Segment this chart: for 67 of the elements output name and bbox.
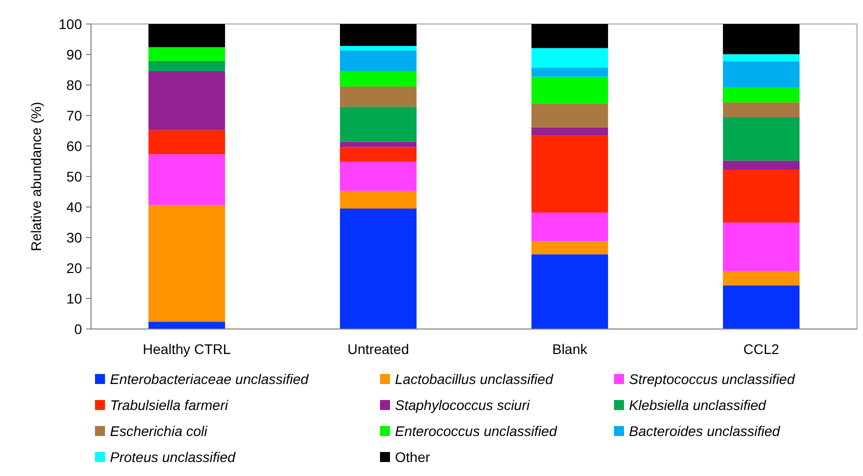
bar bbox=[722, 62, 800, 88]
bar bbox=[340, 190, 417, 209]
y-axis-title: Relative abundance (%) bbox=[28, 102, 44, 252]
bar bbox=[340, 147, 417, 162]
bar bbox=[531, 241, 608, 254]
legend-label: Enterococcus unclassified bbox=[395, 422, 558, 439]
bar bbox=[531, 48, 608, 68]
bar bbox=[340, 70, 417, 87]
y-tick-label: 20 bbox=[66, 260, 82, 276]
legend-label: Trabulsiella farmeri bbox=[110, 396, 229, 413]
y-tick-label: 40 bbox=[66, 198, 82, 215]
bar bbox=[148, 130, 226, 154]
bar bbox=[340, 50, 417, 71]
bar bbox=[722, 24, 800, 54]
bar bbox=[531, 212, 608, 242]
legend-label: Klebsiella unclassified bbox=[629, 396, 768, 413]
bar bbox=[340, 24, 417, 46]
bar bbox=[722, 87, 800, 102]
bar bbox=[148, 154, 226, 206]
bar bbox=[722, 271, 800, 286]
bar bbox=[722, 222, 800, 272]
legend-label: Enterobacteriaceae unclassified bbox=[110, 370, 310, 387]
y-tick-label: 10 bbox=[66, 290, 82, 306]
legend-label: Proteus unclassified bbox=[110, 448, 237, 465]
bar bbox=[531, 254, 608, 329]
bar bbox=[340, 208, 417, 329]
bar bbox=[148, 322, 226, 329]
bar bbox=[722, 54, 800, 62]
bar bbox=[722, 285, 800, 329]
y-tick-label: 0 bbox=[74, 320, 82, 337]
y-tick-label: 100 bbox=[58, 16, 82, 32]
bar bbox=[340, 142, 417, 148]
bar bbox=[722, 117, 800, 161]
bar bbox=[148, 47, 226, 61]
bar bbox=[148, 60, 226, 71]
bar bbox=[722, 160, 800, 170]
y-tick-label: 80 bbox=[66, 76, 82, 93]
bar bbox=[722, 169, 800, 223]
bar bbox=[340, 46, 417, 51]
bar bbox=[722, 102, 800, 118]
x-tick-label: Blank bbox=[552, 341, 588, 357]
bar bbox=[531, 136, 608, 212]
x-tick-label: CCL2 bbox=[743, 341, 780, 357]
x-tick-label: Untreated bbox=[348, 341, 409, 357]
legend-label: Staphylococcus sciuri bbox=[395, 396, 531, 413]
bar bbox=[531, 68, 608, 77]
bar bbox=[148, 70, 226, 130]
y-tick-label: 60 bbox=[66, 138, 82, 154]
bar bbox=[531, 127, 608, 136]
y-tick-label: 90 bbox=[66, 46, 82, 62]
x-tick-label: Healthy CTRL bbox=[142, 341, 231, 357]
bar bbox=[148, 24, 226, 48]
bar bbox=[531, 24, 608, 48]
y-tick-label: 70 bbox=[66, 107, 82, 124]
bar bbox=[531, 76, 608, 104]
legend-label: Other bbox=[395, 448, 430, 465]
y-tick-label: 50 bbox=[66, 168, 82, 184]
bar bbox=[531, 104, 608, 128]
legend-label: Bacteroides unclassified bbox=[629, 422, 782, 439]
bar bbox=[340, 86, 417, 107]
y-tick-label: 30 bbox=[66, 229, 82, 246]
bar bbox=[148, 205, 226, 322]
bar bbox=[340, 162, 417, 191]
bar bbox=[340, 106, 417, 142]
legend-label: Escherichia coli bbox=[110, 422, 208, 439]
legend-label: Lactobacillus unclassified bbox=[395, 370, 554, 387]
legend-label: Streptococcus unclassified bbox=[629, 370, 796, 387]
